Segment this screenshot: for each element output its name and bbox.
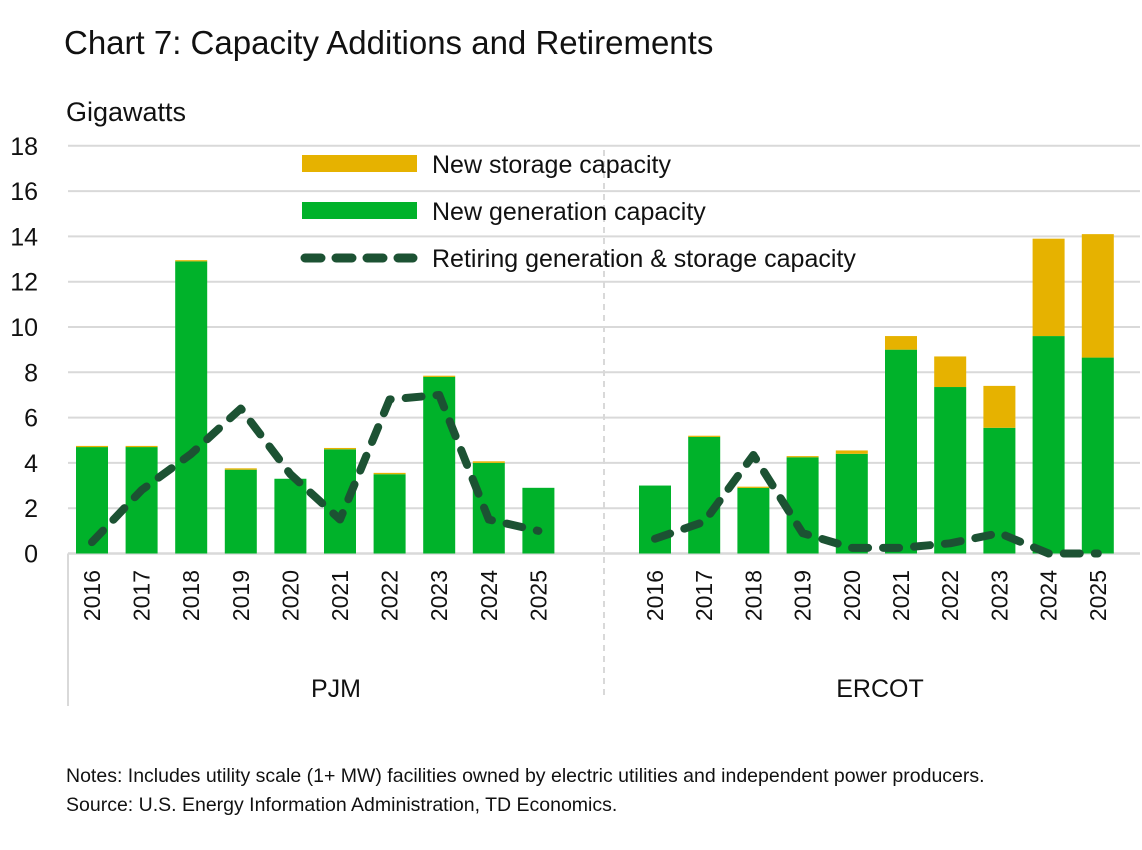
bar-generation-ercot-2021: [885, 349, 917, 554]
bar-storage-ercot-2022: [934, 356, 967, 388]
x-tick-label: 2022: [377, 570, 403, 621]
bar-generation-ercot-2022: [934, 387, 967, 554]
x-tick-label: 2017: [691, 570, 717, 621]
bar-generation-ercot-2025: [1081, 357, 1114, 554]
bar-generation-pjm-2025: [522, 487, 555, 554]
bar-storage-pjm-2019: [224, 468, 257, 470]
bar-storage-pjm-2023: [423, 375, 456, 377]
bar-storage-pjm-2017: [125, 445, 158, 448]
x-tick-label: 2020: [839, 570, 865, 621]
bar-generation-pjm-2017: [125, 447, 158, 554]
bar-storage-ercot-2020: [835, 450, 868, 454]
group-label-pjm: PJM: [311, 675, 361, 703]
legend-label-retiring: Retiring generation & storage capacity: [432, 245, 856, 273]
bar-generation-ercot-2024: [1032, 336, 1065, 554]
legend-swatch-generation: [302, 202, 417, 219]
y-tick-label: 6: [24, 405, 38, 433]
bar-generation-ercot-2016: [639, 485, 671, 554]
x-tick-label: 2025: [1085, 570, 1111, 621]
bar-storage-pjm-2024: [472, 461, 505, 463]
x-tick-label: 2016: [642, 570, 668, 621]
y-tick-label: 8: [24, 359, 38, 387]
bar-storage-ercot-2017: [688, 435, 721, 437]
y-tick-label: 0: [24, 541, 38, 569]
source-text: Source: U.S. Energy Information Administ…: [66, 794, 618, 816]
legend-label-storage: New storage capacity: [432, 151, 672, 179]
notes-text: Notes: Includes utility scale (1+ MW) fa…: [66, 765, 985, 787]
retiring-line-pjm: [88, 390, 543, 547]
bar-generation-pjm-2023: [423, 376, 456, 554]
y-tick-label: 12: [10, 269, 38, 297]
bar-generation-pjm-2019: [224, 469, 257, 554]
bar-storage-ercot-2025: [1081, 234, 1114, 358]
x-tick-label: 2023: [986, 570, 1012, 621]
bar-generation-ercot-2019: [786, 457, 819, 554]
x-tick-label: 2018: [740, 570, 766, 621]
chart-title: Chart 7: Capacity Additions and Retireme…: [64, 24, 714, 61]
bar-storage-pjm-2022: [373, 472, 406, 475]
group-label-ercot: ERCOT: [836, 675, 924, 703]
bar-generation-ercot-2017: [688, 436, 721, 554]
x-tick-label: 2021: [327, 570, 353, 621]
x-tick-label: 2017: [129, 570, 155, 621]
bar-storage-pjm-2016: [76, 445, 108, 448]
x-tick-label: 2021: [888, 570, 914, 621]
y-tick-label: 18: [10, 133, 38, 161]
bar-generation-ercot-2020: [835, 453, 868, 554]
x-tick-label: 2024: [476, 570, 502, 621]
x-tick-label: 2024: [1036, 570, 1062, 621]
legend-swatch-storage: [302, 155, 417, 172]
x-tick-label: 2025: [525, 570, 551, 621]
chart-notes: Notes: Includes utility scale (1+ MW) fa…: [66, 762, 1126, 820]
x-tick-label: 2018: [178, 570, 204, 621]
y-axis-label: Gigawatts: [66, 97, 187, 127]
bar-storage-ercot-2021: [885, 336, 917, 350]
y-tick-label: 4: [24, 450, 38, 478]
bar-storage-ercot-2018: [737, 486, 770, 488]
bar-generation-ercot-2018: [737, 487, 770, 554]
y-tick-label: 10: [10, 314, 38, 342]
x-tick-label: 2019: [790, 570, 816, 621]
x-tick-label: 2023: [426, 570, 452, 621]
x-tick-label: 2019: [228, 570, 254, 621]
bar-storage-pjm-2021: [324, 447, 356, 450]
retiring-line-ercot: [651, 450, 1102, 558]
x-tick-label: 2022: [937, 570, 963, 621]
legend-label-generation: New generation capacity: [432, 198, 706, 226]
bar-generation-pjm-2022: [373, 474, 406, 554]
y-tick-label: 14: [10, 223, 38, 251]
bar-generation-pjm-2024: [472, 462, 505, 554]
bar-storage-ercot-2023: [983, 385, 1016, 428]
y-tick-label: 16: [10, 178, 38, 206]
bar-generation-pjm-2018: [175, 261, 208, 554]
x-tick-label: 2020: [277, 570, 303, 621]
bar-storage-ercot-2019: [786, 456, 819, 458]
bar-storage-pjm-2018: [175, 260, 208, 262]
x-tick-label: 2016: [79, 570, 105, 621]
bar-storage-ercot-2024: [1032, 238, 1065, 337]
y-tick-label: 2: [24, 495, 38, 523]
bar-generation-pjm-2020: [274, 478, 307, 554]
